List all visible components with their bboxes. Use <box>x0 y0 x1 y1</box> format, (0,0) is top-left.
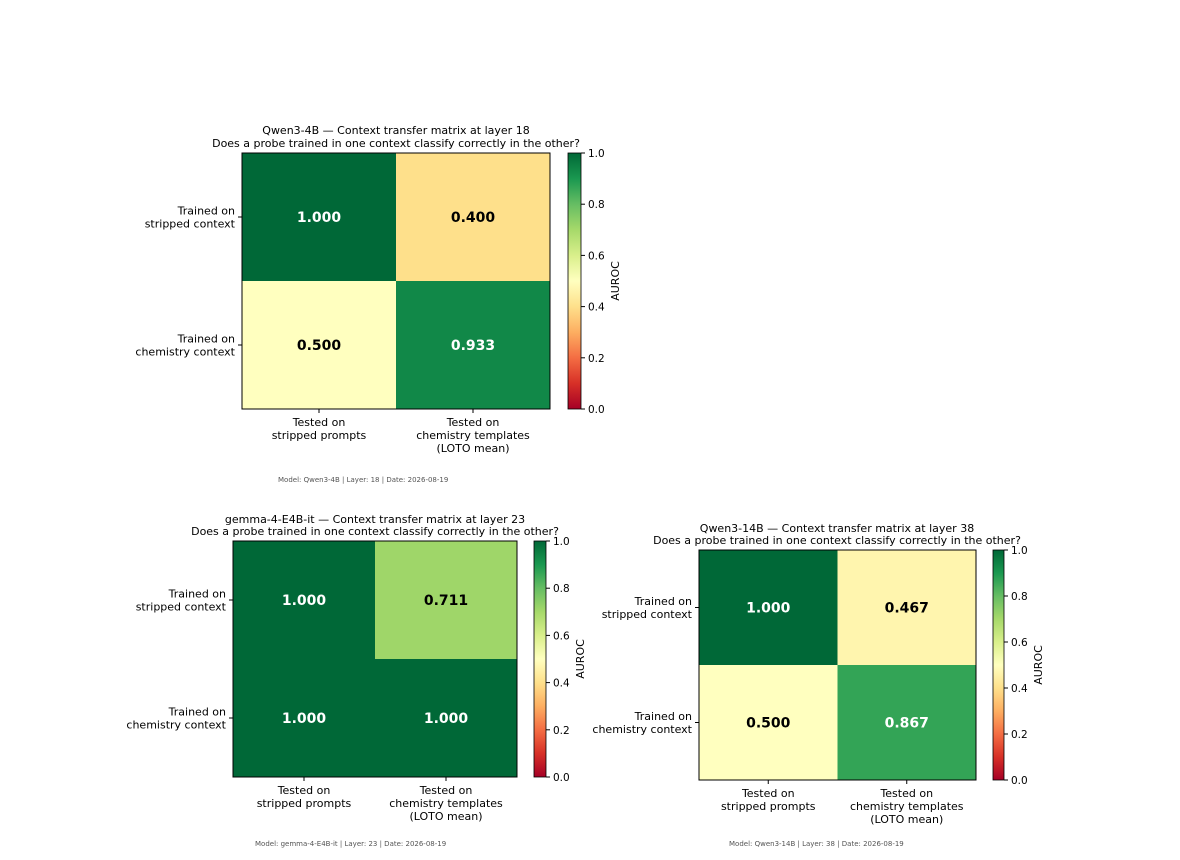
column-label: Tested on chemistry templates (LOTO mean) <box>416 416 530 455</box>
column-label: Tested on chemistry templates (LOTO mean) <box>850 787 964 826</box>
colorbar-tick-label: 0.8 <box>588 199 605 211</box>
colorbar-tick-label: 1.0 <box>588 148 605 160</box>
colorbar <box>992 549 1005 781</box>
colorbar <box>567 152 582 410</box>
heatmap-panel-qwen3-4b: Qwen3-4B — Context transfer matrix at la… <box>135 124 622 455</box>
heatmap-cell <box>837 665 976 780</box>
chart-subtitle: Does a probe trained in one context clas… <box>212 137 580 150</box>
chart-title: Qwen3-14B — Context transfer matrix at l… <box>700 522 974 535</box>
chart-title: gemma-4-E4B-it — Context transfer matrix… <box>225 513 525 526</box>
panel-caption: Model: Qwen3-14B | Layer: 38 | Date: 202… <box>729 840 904 848</box>
cell-value-label: 0.711 <box>424 593 468 609</box>
heatmap-cell <box>242 281 396 409</box>
plot-frame <box>241 152 551 410</box>
colorbar-tick-label: 0.8 <box>1011 591 1028 603</box>
cell-value-label: 0.867 <box>885 716 929 732</box>
row-label: Trained on chemistry context <box>592 710 692 736</box>
colorbar-tick-label: 0.6 <box>1011 637 1028 649</box>
colorbar-label: AUROC <box>609 261 622 301</box>
cell-value-label: 1.000 <box>282 711 327 727</box>
colorbar-tick-label: 0.4 <box>1011 683 1028 695</box>
row-label: Trained on chemistry context <box>126 706 226 732</box>
heatmap-cell <box>396 281 550 409</box>
plot-frame <box>232 540 518 778</box>
colorbar-tick-label: 0.2 <box>1011 729 1028 741</box>
heatmap-cell <box>837 550 976 665</box>
row-label: Trained on stripped context <box>602 595 693 621</box>
cell-value-label: 1.000 <box>424 711 469 727</box>
heatmap-cell <box>375 541 517 659</box>
heatmap-cell <box>699 665 838 780</box>
chart-subtitle: Does a probe trained in one context clas… <box>191 525 559 538</box>
colorbar-label: AUROC <box>1032 645 1045 685</box>
chart-title: Qwen3-4B — Context transfer matrix at la… <box>262 124 529 137</box>
column-label: Tested on chemistry templates (LOTO mean) <box>389 784 503 823</box>
colorbar-tick-label: 0.4 <box>588 302 605 314</box>
heatmap-cell <box>699 550 838 665</box>
colorbar-tick-label: 0.4 <box>553 678 570 690</box>
column-label: Tested on stripped prompts <box>721 787 816 813</box>
cell-value-label: 0.500 <box>746 716 791 732</box>
colorbar-tick-label: 1.0 <box>1011 545 1028 557</box>
colorbar-tick-label: 0.0 <box>588 404 605 416</box>
cell-value-label: 0.500 <box>297 338 342 354</box>
colorbar-label: AUROC <box>574 639 587 679</box>
cell-value-label: 0.933 <box>451 338 495 354</box>
heatmap-cell <box>233 659 375 777</box>
plot-frame <box>698 549 977 781</box>
colorbar-tick-label: 0.0 <box>1011 775 1028 787</box>
panel-caption: Model: gemma-4-E4B-it | Layer: 23 | Date… <box>255 840 447 848</box>
colorbar-tick-label: 1.0 <box>553 536 570 548</box>
heatmap-panel-gemma-4-e4b-it: gemma-4-E4B-it — Context transfer matrix… <box>126 513 587 823</box>
colorbar <box>533 540 547 778</box>
colorbar-tick-label: 0.6 <box>553 630 570 642</box>
row-label: Trained on stripped context <box>136 588 227 614</box>
cell-value-label: 0.400 <box>451 210 496 226</box>
colorbar-tick-label: 0.2 <box>588 353 605 365</box>
panel-caption: Model: Qwen3-4B | Layer: 18 | Date: 2026… <box>278 476 449 484</box>
heatmap-cell <box>375 659 517 777</box>
heatmap-cell <box>242 153 396 281</box>
heatmap-cell <box>396 153 550 281</box>
row-label: Trained on chemistry context <box>135 333 235 359</box>
heatmap-panel-qwen3-14b: Qwen3-14B — Context transfer matrix at l… <box>592 522 1045 826</box>
row-label: Trained on stripped context <box>145 205 236 231</box>
colorbar-tick-label: 0.2 <box>553 725 570 737</box>
cell-value-label: 1.000 <box>282 593 327 609</box>
column-label: Tested on stripped prompts <box>257 784 352 810</box>
cell-value-label: 0.467 <box>885 601 929 617</box>
colorbar-tick-label: 0.0 <box>553 772 570 784</box>
cell-value-label: 1.000 <box>746 601 791 617</box>
colorbar-tick-label: 0.8 <box>553 583 570 595</box>
column-label: Tested on stripped prompts <box>272 416 367 442</box>
colorbar-tick-label: 0.6 <box>588 250 605 262</box>
cell-value-label: 1.000 <box>297 210 342 226</box>
chart-subtitle: Does a probe trained in one context clas… <box>653 534 1021 547</box>
heatmap-cell <box>233 541 375 659</box>
